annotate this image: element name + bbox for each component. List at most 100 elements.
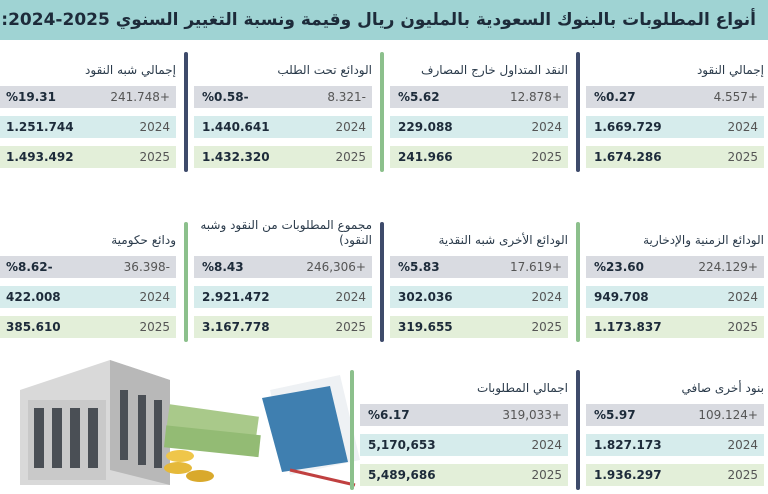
change-percent: %19.31 (6, 90, 56, 104)
panel-divider (184, 222, 188, 342)
data-row: 2024 1.251.744 (0, 116, 176, 138)
value: 1.674.286 (594, 150, 662, 164)
year: 2025 (531, 320, 562, 334)
panel-divider (380, 52, 384, 172)
value: 1.173.837 (594, 320, 662, 334)
panel: اجمالي المطلوبات 319,033+ %6.17 2024 5,170,6… (360, 362, 568, 494)
value: 241.966 (398, 150, 453, 164)
illustration (20, 360, 360, 487)
value: 3.167.778 (202, 320, 270, 334)
year: 2024 (139, 290, 170, 304)
data-row: 2025 241.966 (390, 146, 568, 168)
value: 385.610 (6, 320, 61, 334)
data-row: 241.748+ %19.31 (0, 86, 176, 108)
data-row: 2024 1.669.729 (586, 116, 764, 138)
change-percent: %0.58- (202, 90, 249, 104)
value: 949.708 (594, 290, 649, 304)
value: 2.921.472 (202, 290, 270, 304)
data-row: 2025 1.173.837 (586, 316, 764, 338)
panel-title: اجمالي المطلوبات (476, 381, 568, 395)
change-value: 319,033+ (502, 408, 562, 422)
value: 1.827.173 (594, 438, 662, 452)
value: 1.493.492 (6, 150, 74, 164)
data-row: 2024 1.827.173 (586, 434, 764, 456)
year: 2025 (335, 150, 366, 164)
value: 1.669.729 (594, 120, 662, 134)
data-row: 36.398- %8.62- (0, 256, 176, 278)
year: 2025 (727, 468, 758, 482)
year: 2025 (335, 320, 366, 334)
year: 2024 (531, 290, 562, 304)
data-row: 319,033+ %6.17 (360, 404, 568, 426)
change-percent: %6.17 (368, 408, 410, 422)
data-row: 2024 229.088 (390, 116, 568, 138)
value: 1.432.320 (202, 150, 270, 164)
change-percent: %8.62- (6, 260, 53, 274)
panel: النقد المتداول خارج المصارف 12.878+ %5.62 2… (390, 44, 568, 176)
data-row: 12.878+ %5.62 (390, 86, 568, 108)
year: 2025 (727, 320, 758, 334)
change-value: 12.878+ (509, 90, 562, 104)
panel-title: إجمالي النقود (696, 63, 764, 77)
change-value: 109.124+ (698, 408, 758, 422)
data-row: 109.124+ %5.97 (586, 404, 764, 426)
panel-title: الودائع تحت الطلب (277, 63, 372, 77)
year: 2024 (727, 290, 758, 304)
change-value: 17.619+ (509, 260, 562, 274)
value: 302.036 (398, 290, 453, 304)
panel-title: بنود أخرى صافي (681, 381, 764, 395)
data-row: 2025 1.432.320 (194, 146, 372, 168)
panel: الودائع الأخرى شبه النقدية 17.619+ %5.83 20… (390, 214, 568, 346)
panel-title: مجموع المطلوبات من النقود وشبه النقود) (200, 218, 372, 247)
change-value: 224.129+ (698, 260, 758, 274)
year: 2024 (531, 120, 562, 134)
panel-title: إجمالي شبه النقود (85, 63, 176, 77)
year: 2024 (335, 290, 366, 304)
data-row: 2024 302.036 (390, 286, 568, 308)
data-row: 2025 319.655 (390, 316, 568, 338)
change-percent: %5.62 (398, 90, 440, 104)
value: 1.251.744 (6, 120, 74, 134)
year: 2024 (727, 438, 758, 452)
panel: الودائع تحت الطلب 8.321- %0.58- 2024 1.440.6… (194, 44, 372, 176)
panel-divider (576, 370, 580, 490)
data-row: 2025 3.167.778 (194, 316, 372, 338)
data-row: 2024 5,170,653 (360, 434, 568, 456)
change-percent: %0.27 (594, 90, 636, 104)
panel-title: الودائع الزمنية والإدخارية (643, 233, 764, 247)
panel: إجمالي شبه النقود 241.748+ %19.31 2024 1.251… (0, 44, 176, 176)
value: 422.008 (6, 290, 61, 304)
data-row: 8.321- %0.58- (194, 86, 372, 108)
panel-divider (380, 222, 384, 342)
value: 5,170,653 (368, 438, 436, 452)
year: 2024 (531, 438, 562, 452)
change-value: 8.321- (327, 90, 366, 104)
year: 2024 (727, 120, 758, 134)
panel: مجموع المطلوبات من النقود وشبه النقود) 24… (194, 214, 372, 346)
change-percent: %8.43 (202, 260, 244, 274)
panel: بنود أخرى صافي 109.124+ %5.97 2024 1.827.173… (586, 362, 764, 494)
panel-divider (576, 222, 580, 342)
data-row: 2024 422.008 (0, 286, 176, 308)
change-value: 36.398- (123, 260, 170, 274)
year: 2024 (139, 120, 170, 134)
value: 1.936.297 (594, 468, 662, 482)
year: 2025 (139, 150, 170, 164)
data-row: 2024 949.708 (586, 286, 764, 308)
change-value: 4.557+ (713, 90, 758, 104)
panel-title: ودائع حكومية (111, 233, 176, 247)
value: 1.440.641 (202, 120, 270, 134)
year: 2024 (335, 120, 366, 134)
change-percent: %5.97 (594, 408, 636, 422)
value: 319.655 (398, 320, 453, 334)
year: 2025 (139, 320, 170, 334)
panel: إجمالي النقود 4.557+ %0.27 2024 1.669.729 202… (586, 44, 764, 176)
year: 2025 (727, 150, 758, 164)
change-value: 246,306+ (306, 260, 366, 274)
data-row: 2025 1.936.297 (586, 464, 764, 486)
panel: ودائع حكومية 36.398- %8.62- 2024 422.008 2025… (0, 214, 176, 346)
data-row: 2024 1.440.641 (194, 116, 372, 138)
panel-title: الودائع الأخرى شبه النقدية (438, 233, 568, 247)
data-row: 2025 1.674.286 (586, 146, 764, 168)
